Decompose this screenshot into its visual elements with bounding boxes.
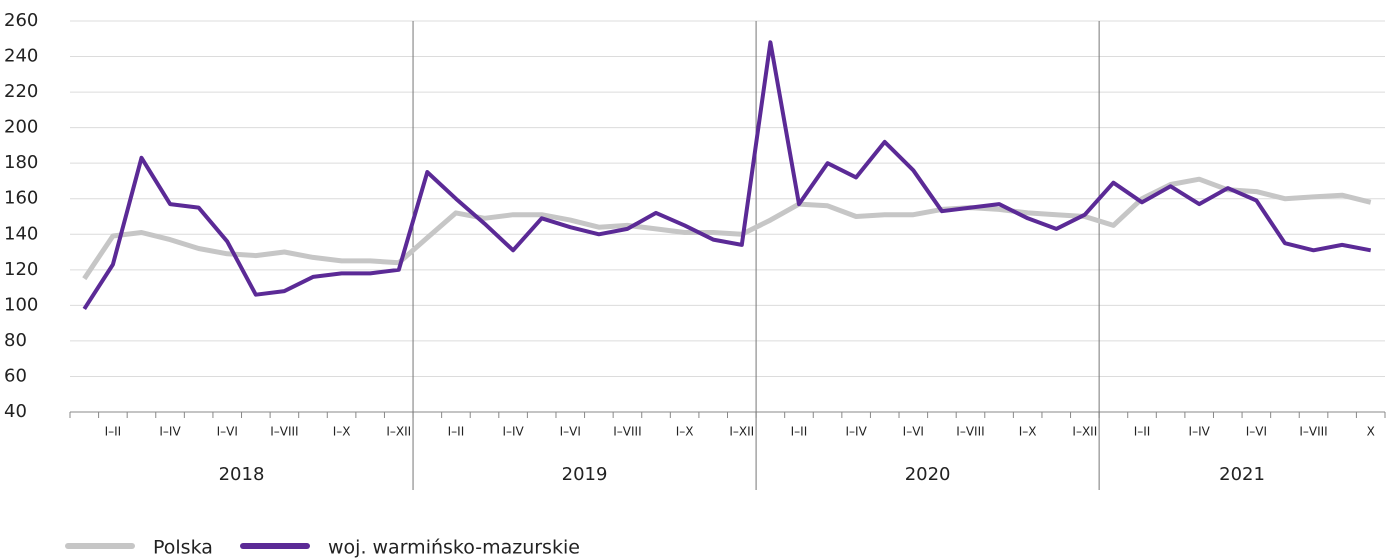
x-tick-label: I–X <box>1019 425 1037 439</box>
legend-label: Polska <box>153 537 213 559</box>
x-tick-label: I–X <box>676 425 694 439</box>
x-tick-label: I–XII <box>729 425 754 439</box>
x-tick-label: I–VIII <box>956 425 984 439</box>
y-tick-label: 120 <box>4 259 38 280</box>
y-tick-label: 100 <box>4 294 38 315</box>
x-tick-label: I–X <box>333 425 351 439</box>
x-tick-label: I–VIII <box>270 425 298 439</box>
year-label: 2021 <box>1219 464 1265 485</box>
y-tick-label: 140 <box>4 223 38 244</box>
x-tick-label: I–VIII <box>1299 425 1327 439</box>
y-tick-label: 260 <box>4 10 38 31</box>
y-tick-label: 60 <box>4 365 27 386</box>
y-tick-label: 220 <box>4 81 38 102</box>
x-tick-label: I–II <box>105 425 122 439</box>
year-label: 2019 <box>562 464 608 485</box>
y-tick-label: 80 <box>4 330 27 351</box>
x-tick-label: I–VIII <box>613 425 641 439</box>
y-tick-label: 40 <box>4 401 27 422</box>
x-tick-label: I–VI <box>560 425 581 439</box>
x-tick-label: I–XII <box>386 425 411 439</box>
y-tick-label: 240 <box>4 46 38 67</box>
x-tick-label: I–IV <box>845 425 867 439</box>
series-line <box>82 40 1372 310</box>
x-tick-label: I–II <box>448 425 465 439</box>
x-tick-label: I–VI <box>903 425 924 439</box>
x-tick-label: I–XII <box>1072 425 1097 439</box>
x-tick-label: I–VI <box>217 425 238 439</box>
x-tick-label: I–VI <box>1246 425 1267 439</box>
x-tick-label: I–IV <box>1189 425 1211 439</box>
legend-label: woj. warmińsko-mazurskie <box>328 537 580 559</box>
year-label: 2020 <box>905 464 951 485</box>
series-line <box>82 176 1372 281</box>
x-tick-label: I–IV <box>159 425 181 439</box>
x-tick-label: X <box>1367 425 1375 439</box>
y-tick-label: 180 <box>4 152 38 173</box>
x-tick-label: I–IV <box>502 425 524 439</box>
y-tick-label: 200 <box>4 117 38 138</box>
year-label: 2018 <box>219 464 265 485</box>
x-tick-label: I–II <box>1134 425 1151 439</box>
x-tick-label: I–II <box>791 425 808 439</box>
y-tick-label: 160 <box>4 188 38 209</box>
